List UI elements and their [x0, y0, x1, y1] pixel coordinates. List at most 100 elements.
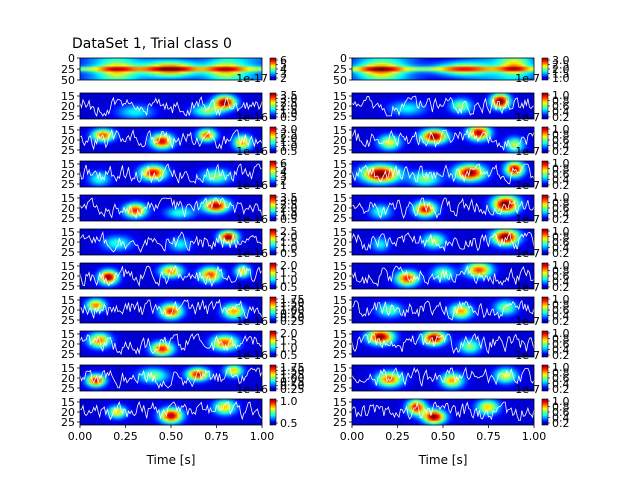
x-tick-label: 0.50 [431, 430, 456, 443]
y-tick-label: 15 [61, 226, 75, 239]
y-tick-label: 20 [333, 134, 347, 147]
colorbar [541, 126, 549, 154]
y-tick-label: 20 [333, 338, 347, 351]
colorbar-tick-label: 1.0 [552, 293, 570, 306]
colorbar-tick-label: 1.0 [552, 395, 570, 408]
colorbar-tick-label: 1.0 [552, 89, 570, 102]
colorbar-tick-label: 0.25 [280, 315, 305, 328]
colorbar-tick-label: 1 [280, 179, 287, 192]
signal-trace [351, 333, 535, 355]
y-tick-label: 25 [61, 382, 75, 395]
colorbar [269, 92, 277, 120]
heatmap-image [352, 58, 534, 80]
colorbar-tick-label: 0.6 [552, 168, 570, 181]
colorbar-tick-label: 0.2 [552, 315, 570, 328]
colorbar-tick-label: 2 [280, 72, 287, 85]
colorbar-scale-note: 1e-17 [236, 72, 268, 85]
colorbar-tick-label: 3 [280, 170, 287, 183]
colorbar-tick-label: 0.8 [552, 163, 570, 176]
colorbar-tick-label: 1.0 [552, 157, 570, 170]
colorbar-tick-label: 0.50 [280, 311, 305, 324]
colorbar [541, 160, 549, 188]
y-tick-label: 0 [68, 52, 75, 65]
colorbar-tick-label: 1.0 [280, 274, 298, 287]
colorbar-tick-label: 3 [280, 68, 287, 81]
colorbar-tick-label: 0.8 [552, 265, 570, 278]
colorbar [269, 330, 277, 358]
colorbar-tick-label: 1.5 [552, 68, 570, 81]
colorbar-tick-label: 0.6 [552, 134, 570, 147]
signal-trace [79, 128, 263, 151]
colorbar-scale-note: 1e-7 [515, 111, 540, 124]
y-tick-label: 50 [61, 74, 75, 87]
colorbar-tick-label: 0.6 [552, 236, 570, 249]
signal-trace [351, 231, 535, 253]
colorbar-tick-label: 2.0 [280, 231, 298, 244]
y-tick-label: 20 [61, 236, 75, 249]
colorbar-tick-label: 0.5 [280, 417, 298, 430]
heatmap-image [80, 263, 262, 289]
colorbar-scale-note: 1e-7 [515, 213, 540, 226]
colorbar-tick-label: 1.5 [280, 136, 298, 149]
colorbar-tick-label: 1.5 [280, 206, 298, 219]
colorbar-scale-note: 1e-7 [515, 349, 540, 362]
heatmap-image [80, 297, 262, 323]
y-tick-label: 15 [61, 124, 75, 137]
colorbar-tick-label: 2.0 [280, 132, 298, 145]
colorbar-tick-label: 3.5 [280, 89, 298, 102]
colorbar-scale-note: 1e-16 [236, 111, 268, 124]
colorbar-tick-label: 0.5 [280, 213, 298, 226]
y-tick-label: 20 [333, 236, 347, 249]
colorbar-tick-label: 0.4 [552, 344, 570, 357]
y-tick-label: 15 [61, 260, 75, 273]
y-tick-label: 15 [333, 294, 347, 307]
colorbar [269, 126, 277, 154]
colorbar-scale-note: 1e-7 [515, 281, 540, 294]
y-tick-label: 25 [333, 144, 347, 157]
colorbar-tick-label: 0.5 [280, 247, 298, 260]
colorbar-tick-label: 1.0 [280, 141, 298, 154]
colorbar-tick-label: 0.8 [552, 367, 570, 380]
colorbar-tick-label: 1.0 [280, 209, 298, 222]
y-tick-label: 20 [61, 406, 75, 419]
signal-trace [79, 197, 263, 219]
colorbar-tick-label: 4 [280, 63, 287, 76]
colorbar-tick-label: 1.5 [280, 236, 298, 249]
signal-trace [351, 366, 535, 387]
colorbar-tick-label: 1.0 [552, 225, 570, 238]
colorbar-tick-label: 2 [280, 175, 287, 188]
y-tick-label: 25 [333, 178, 347, 191]
colorbar-scale-note: 1e-16 [236, 213, 268, 226]
signal-trace [79, 333, 263, 355]
y-tick-label: 15 [333, 260, 347, 273]
y-tick-label: 25 [333, 382, 347, 395]
colorbar [269, 160, 277, 188]
colorbar-tick-label: 1.0 [280, 342, 298, 355]
y-tick-label: 15 [61, 294, 75, 307]
y-tick-label: 20 [61, 372, 75, 385]
colorbar-scale-note: 1e-16 [236, 179, 268, 192]
x-tick-label: 0.00 [340, 430, 365, 443]
heatmap-image [352, 263, 534, 289]
y-tick-label: 25 [333, 348, 347, 361]
colorbar [269, 194, 277, 222]
colorbar-tick-label: 0.4 [552, 208, 570, 221]
signal-trace [351, 163, 535, 185]
colorbar-tick-label: 0.2 [552, 111, 570, 124]
signal-trace [79, 367, 263, 390]
colorbar [269, 262, 277, 290]
colorbar [541, 330, 549, 358]
y-tick-label: 20 [333, 202, 347, 215]
colorbar-tick-label: 5 [280, 59, 287, 72]
y-tick-label: 20 [61, 134, 75, 147]
colorbar [541, 92, 549, 120]
signal-trace [79, 230, 263, 253]
